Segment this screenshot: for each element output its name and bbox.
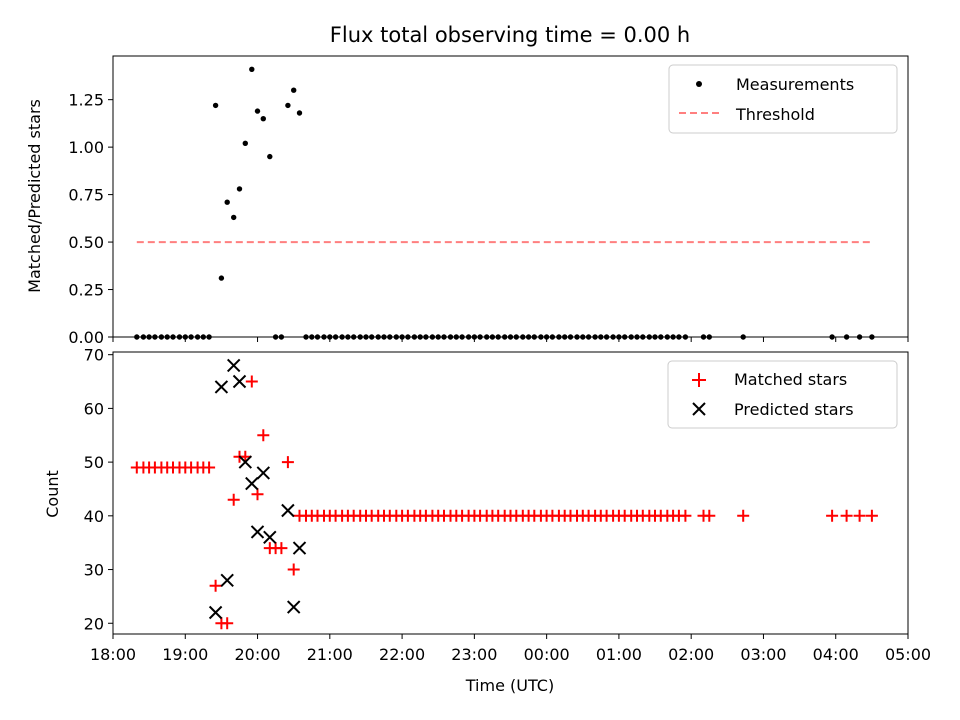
top-axes-frame — [112, 55, 909, 338]
top-legend: Measurements Threshold — [668, 64, 898, 134]
top-y-tick-label: 1.25 — [68, 91, 104, 110]
legend-matched-marker — [692, 373, 706, 387]
measurement-point — [254, 108, 261, 114]
x-tick-label: 19:00 — [162, 645, 208, 664]
measurement-point — [296, 110, 303, 116]
measurement-point — [236, 186, 243, 192]
matched-star-point — [826, 509, 839, 522]
measurement-point — [285, 102, 291, 109]
bottom-legend: Matched stars Predicted stars — [667, 360, 898, 429]
bottom-y-tick-label: 50 — [84, 453, 104, 472]
bottom-y-tick-label: 30 — [84, 561, 104, 580]
predicted-star-point — [256, 466, 271, 480]
measurement-point — [231, 214, 237, 221]
x-tick-label: 22:00 — [379, 645, 425, 664]
predicted-star-point — [238, 455, 253, 469]
bottom-axes-frame — [112, 351, 909, 635]
bottom-legend-box — [667, 360, 898, 429]
matched-star-point — [275, 542, 288, 555]
x-tick-label: 02:00 — [668, 645, 714, 664]
measurement-point — [267, 153, 273, 160]
x-tick-label: 21:00 — [307, 645, 353, 664]
matched-star-point — [840, 509, 853, 522]
predicted-star-point — [286, 600, 301, 614]
matched-star-point — [679, 509, 692, 522]
legend-measurements-label: Measurements — [736, 75, 854, 94]
top-y-axis-label: Matched/Predicted stars — [25, 99, 44, 293]
predicted-star-point — [245, 476, 259, 491]
matched-star-point — [853, 509, 866, 522]
x-tick-label: 18:00 — [90, 645, 136, 664]
legend-predicted-label: Predicted stars — [734, 400, 854, 419]
predicted-star-point — [214, 380, 229, 394]
top-legend-box — [668, 64, 898, 134]
matched-star-point — [287, 563, 300, 576]
bottom-y-tick-label: 20 — [84, 614, 104, 633]
bottom-y-tick-label: 60 — [84, 399, 104, 418]
x-tick-label: 03:00 — [740, 645, 786, 664]
x-tick-label: 20:00 — [234, 645, 280, 664]
chart-title: Flux total observing time = 0.00 h — [330, 23, 690, 47]
matched-star-point — [203, 461, 216, 474]
predicted-star-point — [232, 374, 247, 389]
predicted-star-point — [292, 541, 307, 555]
predicted-star-point — [208, 605, 223, 620]
matched-star-point — [737, 509, 750, 522]
measurement-point — [224, 199, 230, 205]
legend-measurements-marker — [696, 81, 702, 87]
x-tick-label: 00:00 — [524, 645, 570, 664]
measurement-point — [249, 66, 255, 73]
x-tick-label: 23:00 — [451, 645, 497, 664]
x-tick-label: 01:00 — [596, 645, 642, 664]
measurement-point — [242, 140, 248, 146]
x-tick-label: 04:00 — [813, 645, 859, 664]
predicted-star-point — [281, 503, 295, 518]
x-tick-label: 05:00 — [885, 645, 931, 664]
predicted-star-point — [263, 530, 277, 545]
matched-star-point — [865, 509, 878, 522]
measurement-point — [218, 275, 225, 281]
measurement-point — [260, 116, 266, 122]
top-y-tick-label: 0.25 — [68, 281, 104, 300]
predicted-star-point — [250, 525, 265, 539]
legend-matched-label: Matched stars — [734, 370, 847, 389]
legend-threshold-label: Threshold — [735, 105, 815, 124]
x-axis-label: Time (UTC) — [465, 676, 554, 695]
bottom-y-axis-label: Count — [43, 470, 62, 518]
measurement-point — [291, 87, 297, 93]
matched-star-point — [257, 429, 270, 442]
matched-star-point — [209, 579, 222, 592]
predicted-star-point — [220, 573, 234, 588]
matched-star-point — [281, 456, 294, 469]
measurement-point — [212, 102, 219, 109]
bottom-y-tick-label: 40 — [84, 507, 104, 526]
bottom-y-tick-label: 70 — [84, 346, 104, 365]
matched-star-point — [245, 375, 258, 388]
legend-predicted-marker — [692, 402, 706, 416]
bottom-plot: 20 30 40 50 60 70 18:00 19:00 20:00 21:00 22:00 23:… — [84, 346, 931, 664]
top-y-tick-label: 0.75 — [68, 186, 104, 205]
top-plot: 0.00 0.25 0.50 0.75 1.00 1.25 — [68, 55, 909, 347]
top-y-tick-label: 0.00 — [68, 328, 104, 347]
top-y-tick-label: 1.00 — [68, 138, 104, 157]
matched-star-point — [703, 509, 716, 522]
matched-star-point — [227, 493, 240, 506]
matched-star-point — [251, 488, 264, 501]
top-y-tick-label: 0.50 — [68, 233, 104, 252]
predicted-star-point — [226, 358, 241, 373]
matched-star-point — [221, 617, 234, 630]
